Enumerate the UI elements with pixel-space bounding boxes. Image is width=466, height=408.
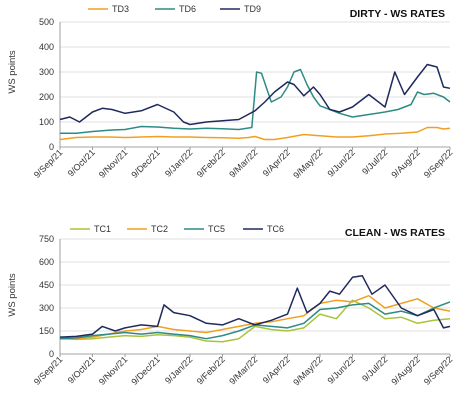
x-tick-label: 9/Jul/22 bbox=[360, 147, 389, 176]
y-tick-label: 450 bbox=[39, 280, 54, 290]
x-tick-label: 9/May/22 bbox=[291, 147, 324, 180]
y-tick-label: 600 bbox=[39, 257, 54, 267]
grid-lines bbox=[60, 238, 450, 332]
x-tick-label: 9/Feb/22 bbox=[195, 147, 227, 179]
y-tick-label: 0 bbox=[49, 142, 54, 152]
chart-title: CLEAN - WS RATES bbox=[345, 227, 445, 239]
y-tick-label: 0 bbox=[49, 349, 54, 359]
series-lines bbox=[59, 63, 451, 141]
x-tick-label: 9/Nov/21 bbox=[97, 147, 130, 180]
x-tick-labels: 9/Sep/21 9/Oct/21 9/Nov/21 9/Dec/21 9/Jan/22… bbox=[32, 354, 455, 387]
x-tick-label: 9/Feb/22 bbox=[195, 354, 227, 386]
y-tick-labels: 0 100 200 300 400 500 bbox=[39, 17, 54, 152]
chart-title: DIRTY - WS RATES bbox=[350, 8, 445, 20]
y-tick-labels: 0 150 300 450 600 750 bbox=[39, 234, 54, 359]
x-tick-label: 9/Dec/21 bbox=[129, 354, 162, 387]
x-tick-label: 9/Sep/22 bbox=[422, 354, 455, 387]
series-line-tc2 bbox=[59, 294, 451, 340]
legend-label-tc1: TC1 bbox=[94, 224, 111, 234]
x-tick-label: 9/Sep/21 bbox=[32, 147, 65, 180]
x-tick-label: 9/Jul/22 bbox=[360, 354, 389, 383]
legend-label-td6: TD6 bbox=[179, 4, 196, 14]
x-tick-label: 9/Apr/22 bbox=[261, 354, 292, 385]
x-tick-label: 9/Nov/21 bbox=[97, 354, 130, 387]
x-tick-label: 9/Jan/22 bbox=[163, 354, 194, 385]
x-tick-label: 9/Mar/22 bbox=[227, 147, 259, 179]
x-tick-label: 9/Aug/22 bbox=[389, 147, 422, 180]
y-tick-label: 100 bbox=[39, 117, 54, 127]
series-line-tc1 bbox=[59, 299, 451, 343]
x-tick-label: 9/Oct/21 bbox=[66, 147, 97, 178]
legend: TD3 TD6 TD9 bbox=[88, 4, 261, 14]
x-tick-label: 9/Jun/22 bbox=[325, 147, 356, 178]
legend-label-td9: TD9 bbox=[244, 4, 261, 14]
x-tick-label: 9/Apr/22 bbox=[261, 147, 292, 178]
series-line-tc6 bbox=[59, 275, 451, 338]
series-line-td9 bbox=[59, 63, 451, 126]
y-axis-label: WS points bbox=[7, 273, 18, 317]
y-tick-label: 400 bbox=[39, 42, 54, 52]
legend-label-tc6: TC6 bbox=[267, 224, 284, 234]
legend: TC1 TC2 TC5 TC6 bbox=[70, 224, 284, 234]
x-tick-label: 9/Dec/21 bbox=[129, 147, 162, 180]
y-axis-label: WS points bbox=[7, 50, 18, 94]
dirty-ws-rates-chart: DIRTY - WS RATES WS points 0 100 200 300 400… bbox=[7, 4, 454, 181]
y-tick-label: 150 bbox=[39, 326, 54, 336]
x-tick-label: 9/May/22 bbox=[291, 354, 324, 387]
x-tick-label: 9/Sep/22 bbox=[422, 147, 455, 180]
series-line-tc5 bbox=[59, 301, 451, 340]
y-tick-label: 200 bbox=[39, 92, 54, 102]
legend-label-tc5: TC5 bbox=[208, 224, 225, 234]
axes bbox=[59, 22, 451, 150]
x-tick-label: 9/Jun/22 bbox=[325, 354, 356, 385]
x-tick-labels: 9/Sep/21 9/Oct/21 9/Nov/21 9/Dec/21 9/Jan/22… bbox=[32, 147, 455, 180]
y-tick-label: 300 bbox=[39, 67, 54, 77]
y-tick-label: 300 bbox=[39, 303, 54, 313]
series-line-td3 bbox=[59, 126, 451, 141]
series-lines bbox=[59, 275, 451, 343]
clean-ws-rates-chart: CLEAN - WS RATES WS points 0 150 300 450 600… bbox=[7, 224, 454, 388]
legend-label-td3: TD3 bbox=[112, 4, 129, 14]
x-tick-label: 9/Oct/21 bbox=[66, 354, 97, 385]
axes bbox=[59, 239, 451, 357]
y-tick-label: 750 bbox=[39, 234, 54, 244]
legend-label-tc2: TC2 bbox=[151, 224, 168, 234]
x-tick-label: 9/Aug/22 bbox=[389, 354, 422, 387]
x-tick-label: 9/Mar/22 bbox=[227, 354, 259, 386]
y-tick-label: 500 bbox=[39, 17, 54, 27]
grid-lines bbox=[60, 21, 450, 123]
x-tick-label: 9/Jan/22 bbox=[163, 147, 194, 178]
x-tick-label: 9/Sep/21 bbox=[32, 354, 65, 387]
series-line-td6 bbox=[60, 68, 451, 135]
